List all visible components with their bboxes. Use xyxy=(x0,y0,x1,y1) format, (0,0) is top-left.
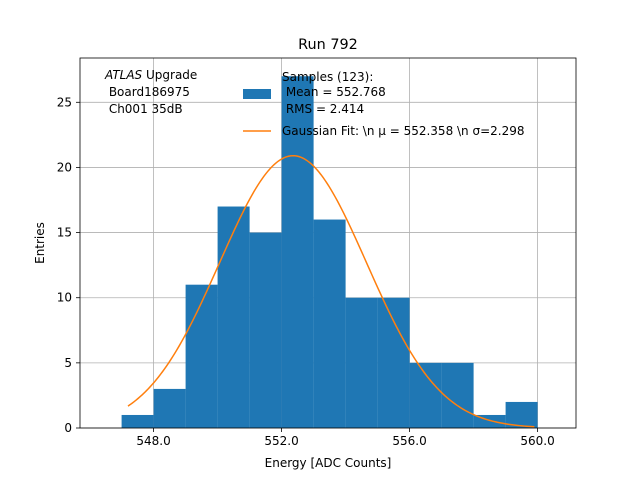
y-tick-label-1: 5 xyxy=(64,356,72,370)
histogram-bar-6 xyxy=(313,219,346,428)
y-tick-label-4: 20 xyxy=(57,160,72,174)
y-tick-label-0: 0 xyxy=(64,421,72,435)
y-tick-label-2: 10 xyxy=(57,291,72,305)
histogram-bar-7 xyxy=(345,297,378,428)
upgrade-label: Upgrade xyxy=(142,68,197,82)
histogram-bar-9 xyxy=(409,362,442,428)
histogram-bar-5 xyxy=(281,76,314,428)
histogram-bar-10 xyxy=(441,362,474,428)
atlas-annotation: ATLAS Upgrade Board186975 Ch001 35dB xyxy=(104,68,197,116)
x-tick-label-1: 552.0 xyxy=(264,434,298,448)
x-tick-label-3: 560.0 xyxy=(520,434,554,448)
legend: Samples (123): Mean = 552.768 RMS = 2.41… xyxy=(243,70,525,138)
x-tick-label-2: 556.0 xyxy=(392,434,426,448)
y-axis-label: Entries xyxy=(33,222,47,264)
chart-title: Run 792 xyxy=(298,37,358,53)
histogram-bars xyxy=(121,76,538,428)
x-axis-label: Energy [ADC Counts] xyxy=(265,456,392,470)
channel-label: Ch001 35dB xyxy=(105,102,183,116)
atlas-label: ATLAS xyxy=(104,68,143,82)
histogram-bar-4 xyxy=(249,232,282,428)
histogram-bar-2 xyxy=(185,284,218,428)
histogram-bar-1 xyxy=(153,388,186,428)
y-tick-label-5: 25 xyxy=(57,95,72,109)
legend-samples-line-3: RMS = 2.414 xyxy=(282,102,364,116)
svg-text:ATLAS Upgrade: ATLAS Upgrade xyxy=(104,68,197,82)
legend-samples-line-1: Samples (123): xyxy=(282,70,373,84)
x-tick-label-0: 548.0 xyxy=(136,434,170,448)
legend-bar-swatch xyxy=(243,89,271,99)
histogram-bar-12 xyxy=(505,401,538,428)
plot-frame xyxy=(79,57,577,429)
board-label: Board186975 xyxy=(105,85,190,99)
legend-samples-line-2: Mean = 552.768 xyxy=(282,85,386,99)
histogram-bar-3 xyxy=(217,206,250,428)
legend-fit-label: Gaussian Fit: \n μ = 552.358 \n σ=2.298 xyxy=(282,124,525,138)
y-tick-label-3: 15 xyxy=(57,226,72,240)
histogram-bar-0 xyxy=(121,414,154,428)
gaussian-fit-curve xyxy=(127,154,535,428)
histogram-bar-8 xyxy=(377,297,410,428)
y-axis-ticks: 0 5 10 15 20 25 xyxy=(57,95,80,435)
x-axis-ticks: 548.0 552.0 556.0 560.0 xyxy=(136,428,555,448)
